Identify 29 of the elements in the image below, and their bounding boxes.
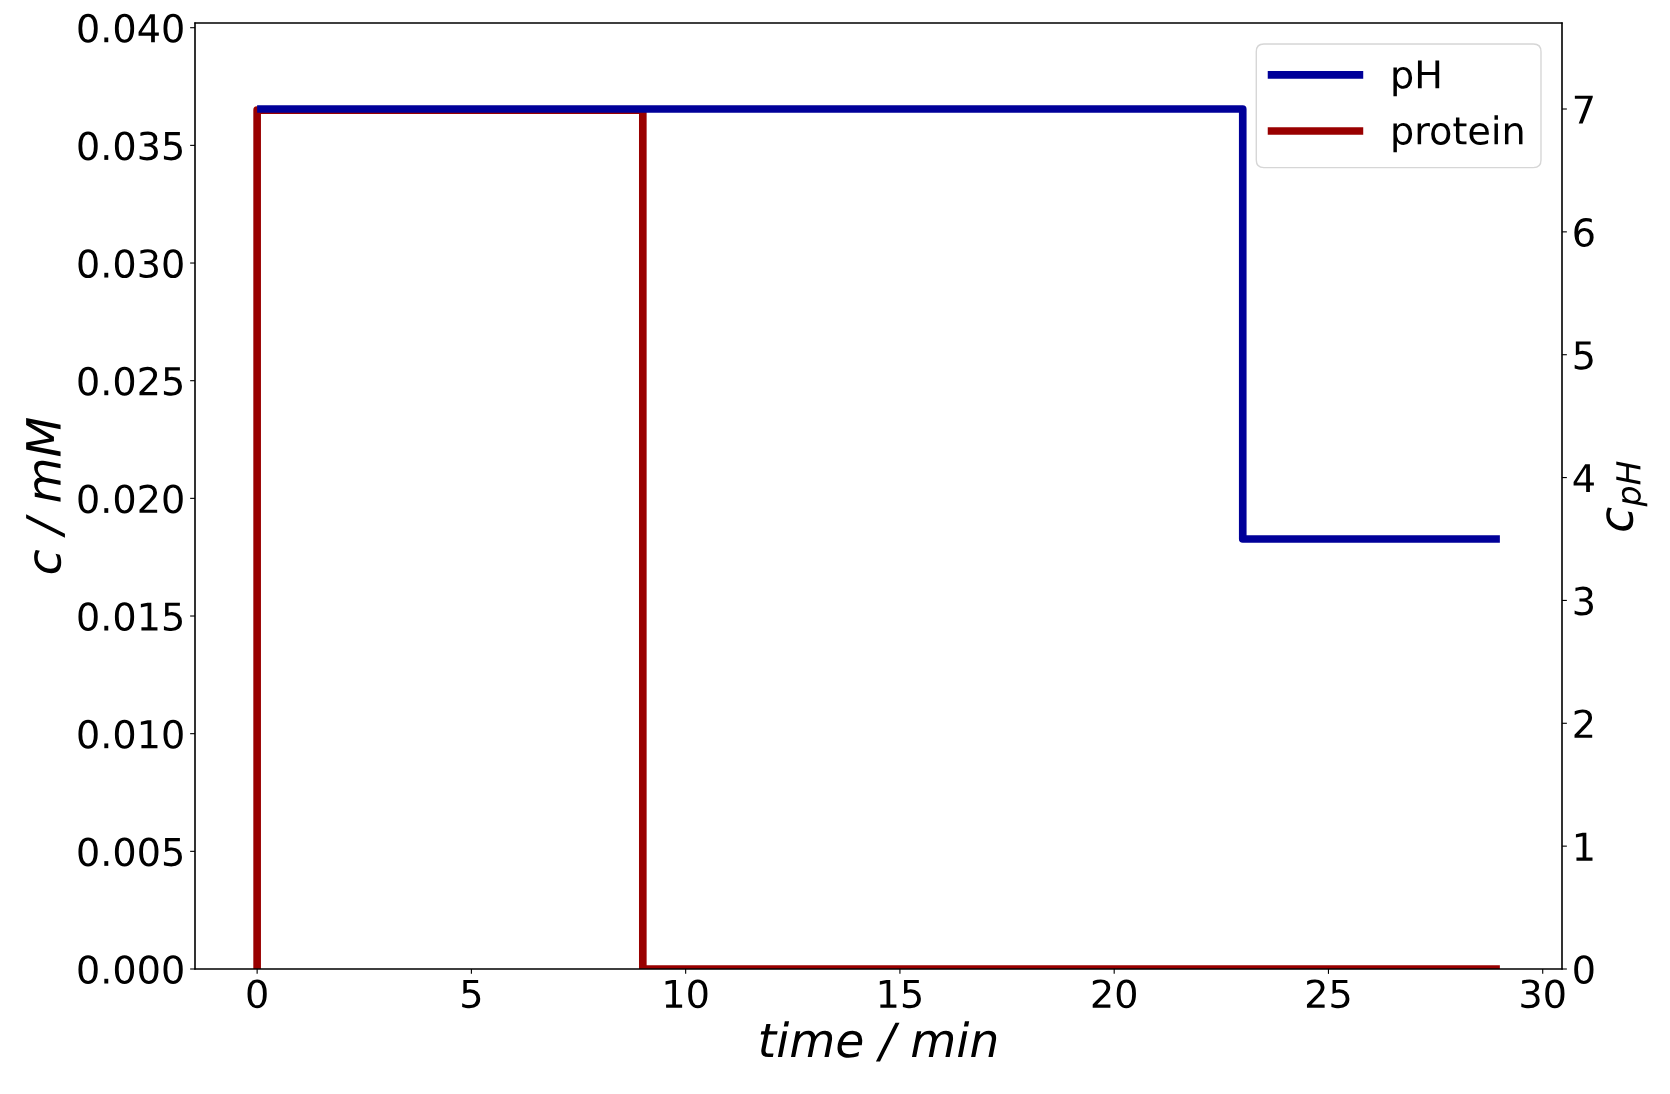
y-tick-label: 0.020 (78, 484, 183, 514)
y2-tick-label: 0 (1574, 955, 1594, 985)
x-tick-label: 0 (247, 979, 267, 1009)
x-tick-label: 25 (1306, 979, 1350, 1009)
x-tick-label: 20 (1092, 979, 1136, 1009)
y-tick-label: 0.010 (78, 719, 183, 749)
x-axis-title: time / min (760, 1021, 997, 1062)
y2-tick-label: 2 (1574, 709, 1593, 738)
y2-tick-label: 1 (1575, 832, 1593, 861)
y2-tick-label: 3 (1574, 586, 1593, 616)
y-tick-label: 0.025 (78, 366, 182, 396)
y2-tick-label: 7 (1574, 95, 1593, 124)
x-tick-label: 10 (665, 979, 708, 1009)
y-axis-title: c / mM (26, 417, 65, 574)
legend-label: protein (1393, 115, 1523, 153)
y-tick-label: 0.040 (78, 13, 183, 43)
y-tick-label: 0.015 (78, 602, 182, 632)
y2-tick-label: 5 (1574, 341, 1593, 370)
y-tick-label: 0.005 (78, 837, 182, 867)
y2-tick-label: 6 (1574, 218, 1594, 247)
x-tick-label: 15 (879, 979, 921, 1009)
x-tick-label: 5 (462, 979, 481, 1009)
y-tick-label: 0.035 (78, 131, 182, 161)
y2-tick-label: 4 (1573, 464, 1594, 493)
x-tick-label: 30 (1521, 979, 1565, 1009)
y-tick-label: 0.000 (78, 955, 183, 985)
y-tick-label: 0.030 (78, 249, 183, 279)
y2-axis-title: c$_{pH}$ (1606, 461, 1648, 531)
legend-label: pH (1393, 60, 1440, 97)
